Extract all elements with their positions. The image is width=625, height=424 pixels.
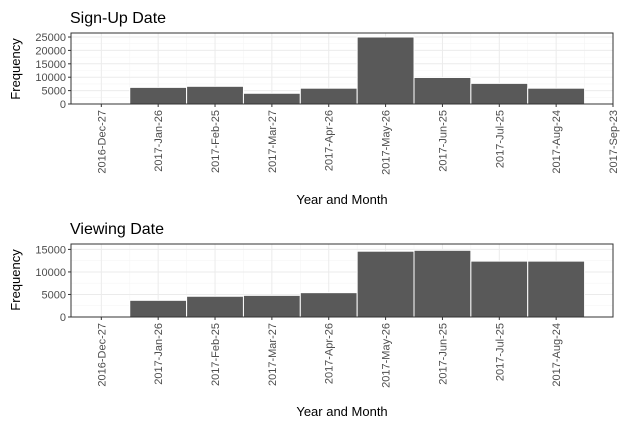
y-tick-label: 20000 <box>35 45 66 57</box>
histogram-bar <box>129 86 188 105</box>
y-tick-label: 0 <box>60 99 66 111</box>
x-tick-label: 2017-Apr-26 <box>324 110 336 171</box>
x-tick-label: 2017-Aug-24 <box>551 110 563 174</box>
chart-title: Sign-Up Date <box>70 10 166 27</box>
x-tick-label: 2017-Jul-25 <box>494 323 506 381</box>
x-tick-label: 2017-Mar-27 <box>267 110 279 173</box>
x-tick-label: 2017-May-26 <box>381 323 393 388</box>
histogram-bar <box>356 250 415 318</box>
histogram-bar <box>299 292 358 318</box>
x-tick-label: 2017-Mar-27 <box>267 323 279 386</box>
x-tick-label: 2016-Dec-27 <box>96 323 108 387</box>
panel-border <box>70 32 614 105</box>
histogram-bar <box>242 92 301 105</box>
y-tick-label: 5000 <box>42 86 66 98</box>
x-tick-label: 2017-Jun-25 <box>437 110 449 172</box>
y-tick-label: 25000 <box>35 32 66 44</box>
x-tick-label: 2016-Dec-27 <box>96 110 108 174</box>
chart-title: Viewing Date <box>70 221 164 238</box>
viewing-date-chart: Viewing Date Year and Month Frequency 0 5… <box>8 221 614 419</box>
x-tick-label: 2017-Jan-26 <box>153 110 165 172</box>
y-tick-label: 10000 <box>35 72 66 84</box>
signup-date-chart: Sign-Up Date Year and Month Frequency 05… <box>8 10 620 207</box>
histogram-bar <box>470 82 529 105</box>
histogram-bar <box>242 294 301 318</box>
x-tick-label: 2017-Jun-25 <box>437 323 449 385</box>
x-axis-title: Year and Month <box>296 192 387 207</box>
y-tick-label: 5000 <box>42 289 66 301</box>
y-tick-label: 10000 <box>35 267 66 279</box>
histogram-bar <box>527 260 586 318</box>
panel-border <box>70 243 614 318</box>
y-tick-label: 15000 <box>35 244 66 256</box>
histogram-bar <box>413 249 472 318</box>
histogram-bar <box>356 36 415 105</box>
x-tick-label: 2017-Apr-26 <box>324 323 336 384</box>
x-tick-label: 2017-Jul-25 <box>494 110 506 168</box>
x-tick-label: 2017-Feb-25 <box>210 323 222 386</box>
histogram-bar <box>129 299 188 318</box>
histogram-bar <box>527 87 586 105</box>
y-tick-label: 15000 <box>35 59 66 71</box>
y-tick-label: 0 <box>60 312 66 324</box>
x-tick-label: 2017-Sep-23 <box>608 110 620 174</box>
x-tick-label: 2017-Feb-25 <box>210 110 222 173</box>
histogram-bar <box>299 87 358 105</box>
y-axis-title: Frequency <box>8 38 23 100</box>
y-axis-title: Frequency <box>8 249 23 311</box>
histogram-bar <box>186 85 244 105</box>
x-tick-label: 2017-May-26 <box>381 110 393 175</box>
histogram-bar <box>413 76 472 105</box>
histogram-bar <box>186 295 244 318</box>
x-axis-title: Year and Month <box>296 404 387 419</box>
histogram-bar <box>470 260 529 318</box>
x-tick-label: 2017-Jan-26 <box>153 323 165 385</box>
x-tick-label: 2017-Aug-24 <box>551 323 563 387</box>
